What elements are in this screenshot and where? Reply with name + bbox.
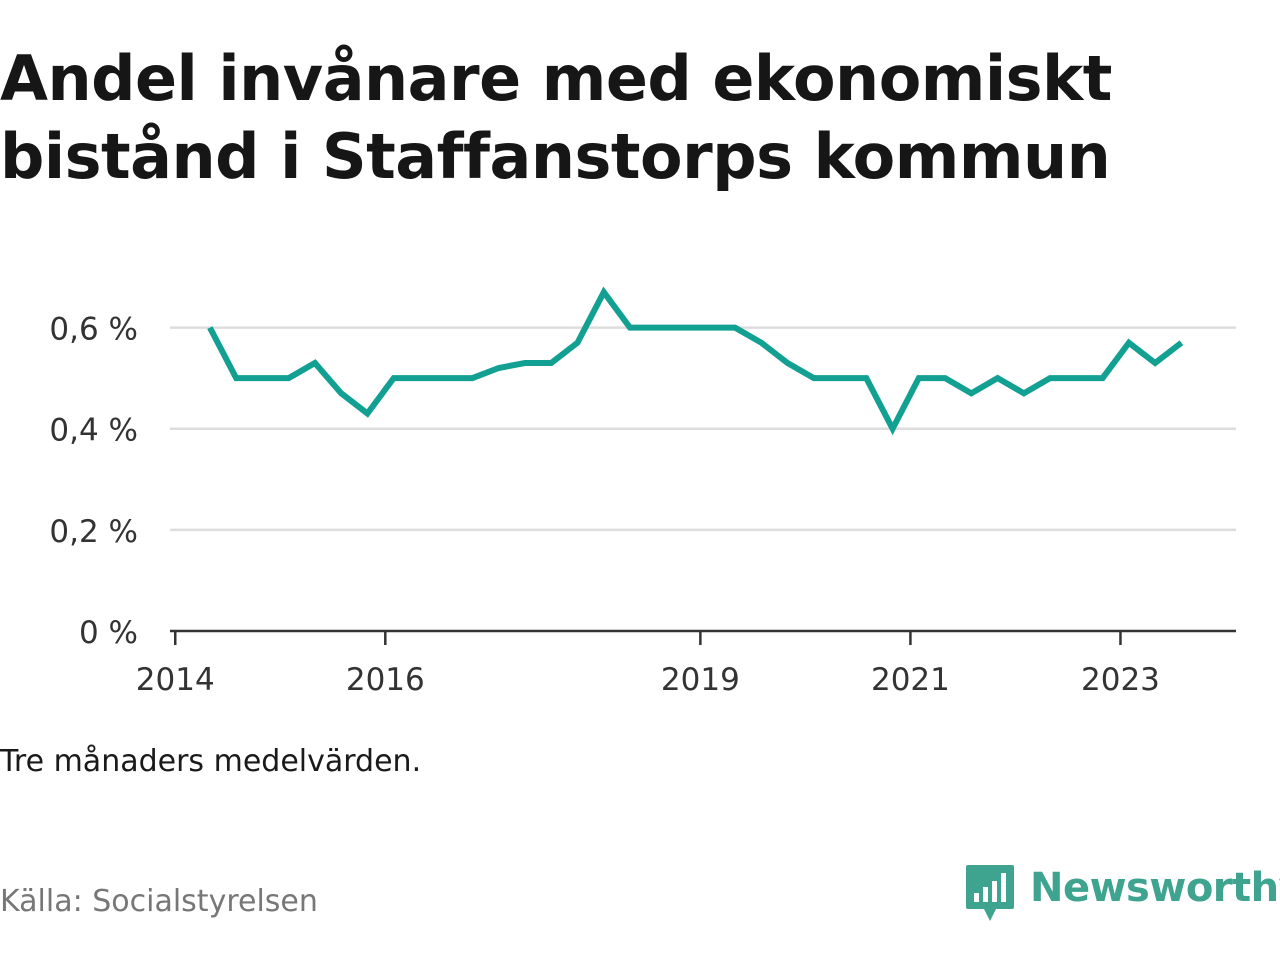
y-tick-label: 0 % (79, 615, 138, 651)
newsworthy-logo-icon (966, 865, 1014, 921)
y-tick-label: 0,4 % (49, 413, 138, 449)
series-group (207, 286, 1184, 436)
chart-title: Andel invånare med ekonomiskt bistånd i … (0, 42, 1112, 193)
brand-logo-block: Newsworthy (964, 862, 1280, 926)
x-tick-label: 2023 (1081, 662, 1160, 698)
x-axis (170, 629, 1236, 645)
y-axis-labels: 0 % 0,2 % 0,4 % 0,6 % (49, 312, 138, 651)
y-tick-label: 0,6 % (49, 312, 138, 348)
y-tick-label: 0,2 % (49, 514, 138, 550)
x-tick-label: 2021 (871, 662, 950, 698)
brand-name: Newsworthy (1030, 865, 1280, 911)
chart-note: Tre månaders medelvärden. (0, 744, 422, 779)
line-chart: 0 % 0,2 % 0,4 % 0,6 % 2014 2016 2019 2021 2023 (49, 286, 1236, 698)
gridlines (170, 326, 1236, 532)
source-credit: Källa: Socialstyrelsen (0, 884, 318, 919)
x-tick-label: 2019 (661, 662, 740, 698)
x-axis-labels: 2014 2016 2019 2021 2023 (136, 662, 1160, 698)
series-line (207, 286, 1184, 436)
x-tick-label: 2014 (136, 662, 215, 698)
x-tick-label: 2016 (346, 662, 425, 698)
